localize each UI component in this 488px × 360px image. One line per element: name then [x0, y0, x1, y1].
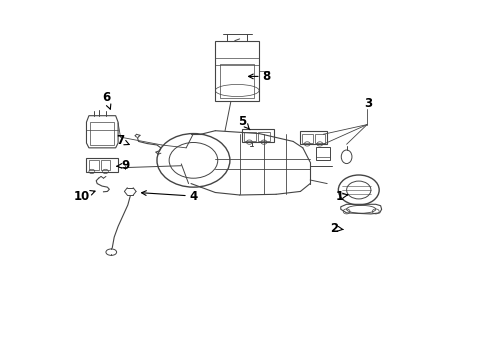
Text: 8: 8: [248, 70, 270, 83]
Bar: [316, 147, 329, 160]
Text: 9: 9: [117, 159, 129, 172]
Bar: [300, 131, 326, 144]
Bar: [89, 160, 99, 170]
Text: 4: 4: [141, 190, 197, 203]
Text: 3: 3: [364, 97, 372, 110]
Text: 5: 5: [238, 114, 249, 130]
Bar: [101, 160, 110, 170]
Text: 1: 1: [335, 190, 347, 203]
Bar: [86, 158, 118, 172]
Bar: [242, 129, 273, 143]
Bar: [301, 134, 312, 143]
Text: 10: 10: [73, 190, 95, 203]
Text: 2: 2: [330, 222, 342, 235]
Text: 6: 6: [102, 91, 111, 109]
Bar: [215, 41, 259, 102]
Bar: [243, 132, 256, 141]
Bar: [257, 132, 270, 141]
Text: 7: 7: [116, 134, 129, 147]
Bar: [314, 134, 325, 143]
Bar: [90, 122, 114, 145]
Bar: [220, 64, 254, 98]
